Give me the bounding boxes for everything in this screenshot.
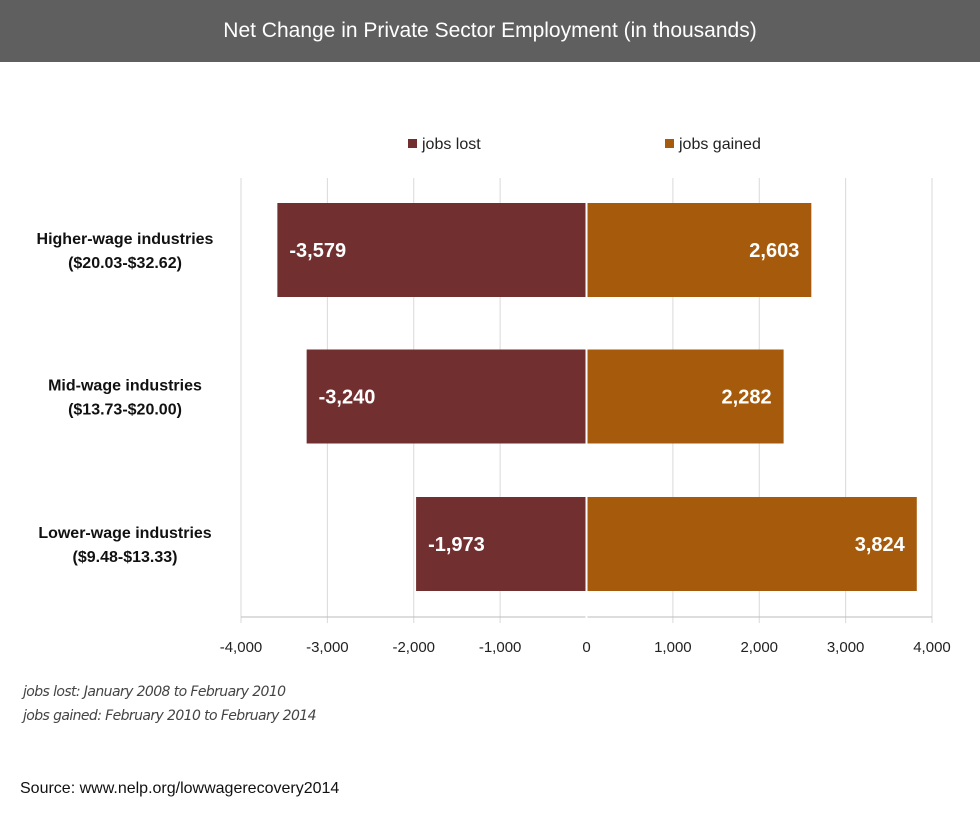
note-jobs-gained: jobs gained: February 2010 to February 2… [23,708,317,724]
note-jobs-lost: jobs lost: January 2008 to February 2010 [23,684,286,700]
bar-jobs-gained [586,203,812,297]
category-label: Higher-wage industries [37,231,214,248]
bar-jobs-gained [586,349,784,444]
data-label: -3,240 [319,387,376,409]
legend-swatch [665,139,674,148]
x-tick-label: -2,000 [392,639,435,656]
legend-label: jobs gained [678,136,761,153]
data-label: 2,282 [722,387,772,409]
x-tick-label: -4,000 [220,639,263,656]
category-label: Mid-wage industries [48,378,202,395]
chart-title: Net Change in Private Sector Employment … [0,0,980,62]
bar-jobs-lost [277,203,587,297]
category-range-label: ($9.48-$13.33) [73,549,178,566]
data-label: 3,824 [855,534,906,556]
category-label: Lower-wage industries [38,525,211,542]
legend-swatch [408,139,417,148]
x-tick-label: 4,000 [913,639,951,656]
data-label: -1,973 [428,534,485,556]
x-tick-label: -1,000 [479,639,522,656]
x-tick-label: 2,000 [740,639,778,656]
x-tick-label: 0 [582,639,590,656]
bar-jobs-lost [306,349,587,444]
category-range-label: ($20.03-$32.62) [68,255,182,272]
x-tick-label: 1,000 [654,639,692,656]
data-label: -3,579 [289,240,346,262]
bar-jobs-gained [586,497,917,591]
x-tick-label: 3,000 [827,639,865,656]
x-tick-label: -3,000 [306,639,349,656]
bar-jobs-lost [416,497,587,591]
data-label: 2,603 [749,240,799,262]
legend-label: jobs lost [421,136,481,153]
category-range-label: ($13.73-$20.00) [68,402,182,419]
source-text: Source: www.nelp.org/lowwagerecovery2014 [20,780,340,797]
